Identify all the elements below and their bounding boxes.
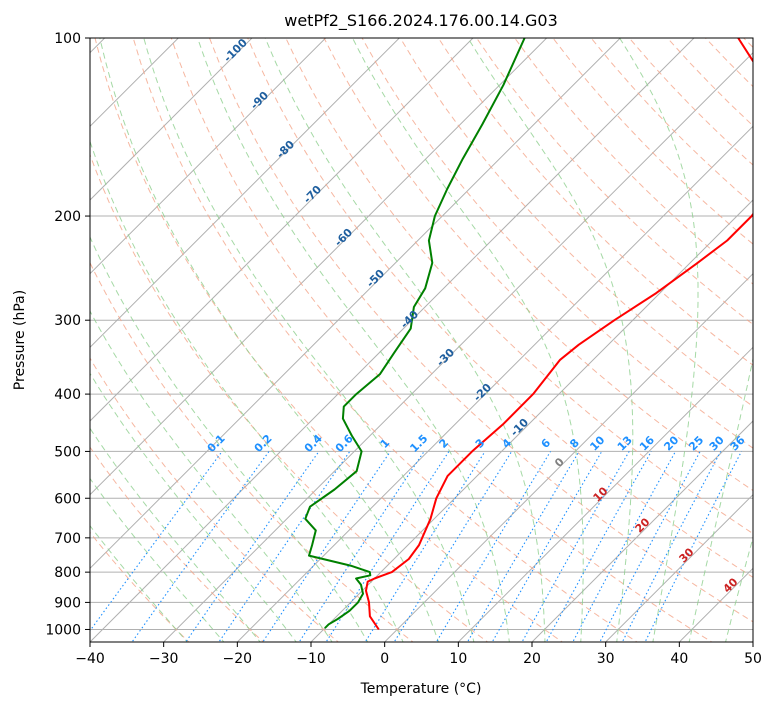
isotherm-line xyxy=(90,38,253,201)
mixing-ratio-lines xyxy=(90,451,742,642)
y-tick-label: 900 xyxy=(54,595,81,611)
isotherm-line xyxy=(90,38,474,422)
x-axis-title: Temperature (°C) xyxy=(360,681,482,697)
moist-adiabat-line xyxy=(725,535,753,642)
dry-adiabat-line xyxy=(90,446,265,642)
mixing-ratio-line xyxy=(572,451,676,642)
isotherm-line xyxy=(383,272,753,642)
dry-adiabat-line xyxy=(437,38,753,366)
isotherm-line xyxy=(457,346,753,642)
dry-adiabat-line xyxy=(285,38,753,535)
mixing-ratio-line xyxy=(218,451,351,642)
isotherm-line xyxy=(90,38,695,642)
y-tick-label: 500 xyxy=(54,444,81,460)
x-tick-label: −30 xyxy=(149,651,179,667)
isotherm-line xyxy=(236,125,753,642)
y-tick-label: 100 xyxy=(54,31,81,47)
moist-adiabat-line xyxy=(90,139,404,642)
y-tick-label: 300 xyxy=(54,313,81,329)
dry-adiabat-line xyxy=(132,38,638,642)
mixing-ratio-line xyxy=(90,451,223,632)
moist-adiabat-line xyxy=(467,38,634,642)
x-tick-label: −40 xyxy=(75,651,105,667)
plot-area: -100-90-80-70-60-50-40-30-20-100.1 0.2 0.4… xyxy=(90,38,753,642)
mixing-ratio-line xyxy=(435,451,552,642)
dry-adiabat-line xyxy=(90,261,414,642)
x-tick-label: 30 xyxy=(597,651,615,667)
mixing-ratio-line xyxy=(262,451,391,642)
moist-adiabat-line xyxy=(351,38,584,642)
mixing-ratio-line xyxy=(599,451,701,642)
dry-adiabat-line xyxy=(399,38,753,408)
moist-adiabat-line xyxy=(90,372,297,642)
dry-adiabat-line xyxy=(476,38,753,326)
moist-adiabat-line xyxy=(688,356,753,642)
isotherm-line xyxy=(162,51,753,642)
dry-adiabat-line xyxy=(90,357,339,642)
isotherm-line xyxy=(531,420,753,642)
x-tick-label: 20 xyxy=(523,651,541,667)
x-tick-label: −10 xyxy=(296,651,326,667)
y-tick-label: 200 xyxy=(54,209,81,225)
mixing-ratio-line xyxy=(466,451,580,642)
dry-adiabat-line xyxy=(247,38,753,578)
isotherm-line xyxy=(604,493,753,642)
moist-adiabat-line xyxy=(264,38,546,642)
plot-frame xyxy=(89,37,754,643)
mixing-ratio-line xyxy=(545,451,652,642)
x-tick-label: −20 xyxy=(223,651,253,667)
profile-lines xyxy=(304,38,753,631)
x-tick-label: 0 xyxy=(380,651,389,667)
y-tick-label: 800 xyxy=(54,565,81,581)
moist-adiabat-line xyxy=(90,235,369,642)
isotherm-line xyxy=(90,38,622,570)
y-tick-label: 700 xyxy=(54,531,81,547)
mixing-ratio-line xyxy=(621,451,722,642)
dry-adiabat-lines xyxy=(90,38,753,642)
moist-adiabat-line xyxy=(197,38,510,642)
moist-adiabat-line xyxy=(143,38,475,642)
mixing-ratio-line xyxy=(185,451,320,642)
dewpoint-profile-line xyxy=(304,38,526,629)
dry-adiabat-line xyxy=(361,38,753,449)
moist-adiabat-lines xyxy=(90,38,753,642)
mixing-ratio-line xyxy=(298,451,425,642)
x-tick-label: 10 xyxy=(449,651,467,667)
dry-adiabat-line xyxy=(209,38,753,623)
isotherm-line xyxy=(310,199,753,642)
y-tick-label: 600 xyxy=(54,491,81,507)
x-tick-label: 50 xyxy=(744,651,762,667)
x-axis: −40 −30 −20 −10 0 10 20 30 40 50 xyxy=(75,642,762,667)
dry-adiabat-line xyxy=(514,38,753,285)
y-axis: 100 200 300 400 500 600 700 800 900 1000 xyxy=(45,31,90,638)
y-tick-label: 1000 xyxy=(45,622,81,638)
isotherm-line xyxy=(90,38,327,275)
y-tick-label: 400 xyxy=(54,387,81,403)
x-tick-label: 40 xyxy=(670,651,688,667)
moist-adiabat-line xyxy=(99,38,440,642)
isotherm-line xyxy=(90,38,548,496)
moist-adiabat-line xyxy=(90,427,261,642)
dry-adiabat-line xyxy=(94,38,564,642)
moist-adiabat-line xyxy=(619,38,699,642)
chart-title: wetPf2_S166.2024.176.00.14.G03 xyxy=(284,11,558,31)
mixing-ratio-line xyxy=(325,451,450,642)
y-axis-title: Pressure (hPa) xyxy=(12,290,28,390)
dry-adiabat-line xyxy=(170,38,713,642)
mixing-ratio-line xyxy=(393,451,513,642)
moist-adiabat-line xyxy=(90,310,333,642)
dry-adiabat-line xyxy=(323,38,753,492)
moist-adiabat-line xyxy=(90,477,225,642)
temperature-profile-line xyxy=(365,38,753,631)
mixing-ratio-line xyxy=(131,451,270,642)
mixing-ratio-line xyxy=(364,451,486,642)
